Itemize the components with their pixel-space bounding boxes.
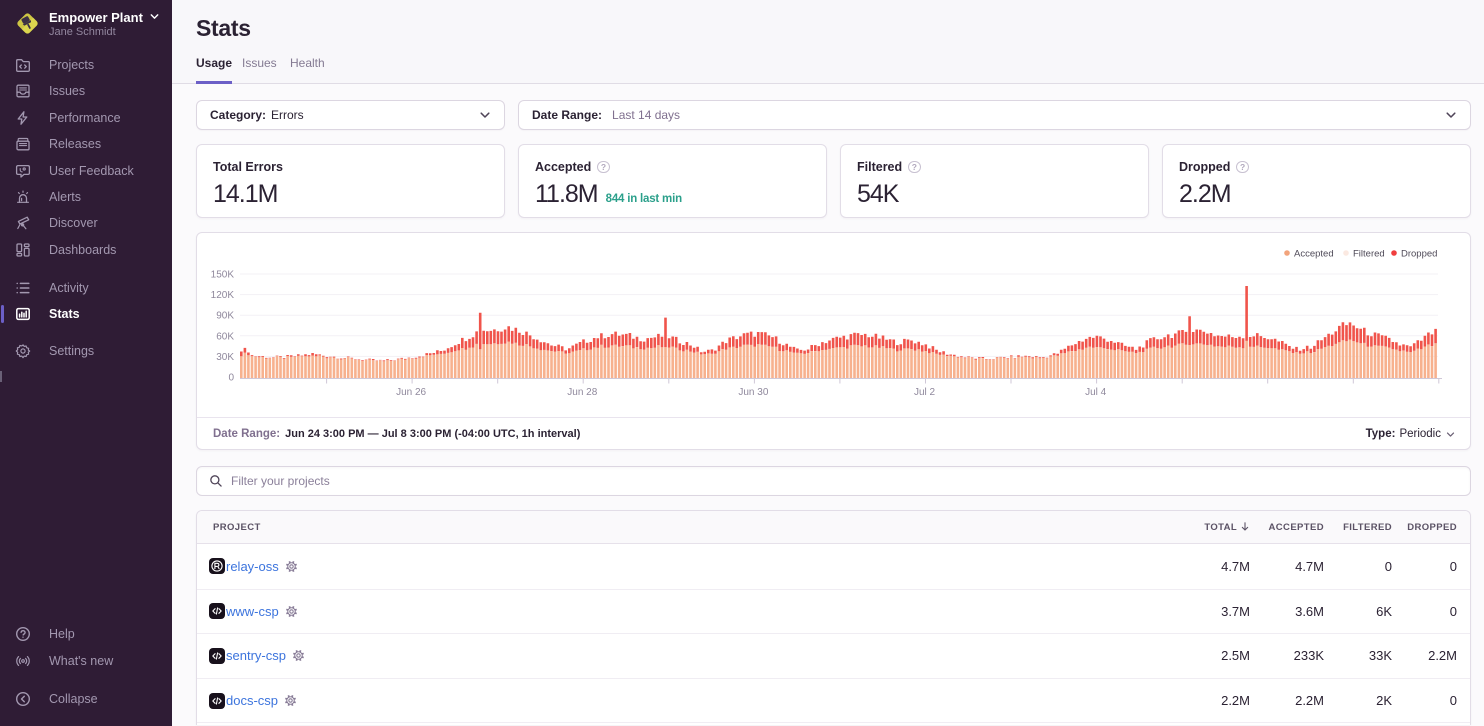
- svg-text:Jul 4: Jul 4: [1085, 387, 1107, 398]
- svg-text:Filtered: Filtered: [1353, 249, 1385, 260]
- svg-text:Jun 30: Jun 30: [738, 387, 768, 398]
- svg-text:Accepted: Accepted: [1294, 249, 1334, 260]
- svg-text:120K: 120K: [211, 290, 235, 301]
- svg-text:0: 0: [228, 373, 234, 384]
- svg-text:150K: 150K: [211, 270, 235, 281]
- svg-text:60K: 60K: [216, 331, 234, 342]
- svg-text:Jul 2: Jul 2: [914, 387, 936, 398]
- svg-text:30K: 30K: [216, 352, 234, 363]
- svg-text:Jun 28: Jun 28: [567, 387, 597, 398]
- svg-text:90K: 90K: [216, 311, 234, 322]
- svg-text:Dropped: Dropped: [1401, 249, 1437, 260]
- svg-text:Jun 26: Jun 26: [396, 387, 426, 398]
